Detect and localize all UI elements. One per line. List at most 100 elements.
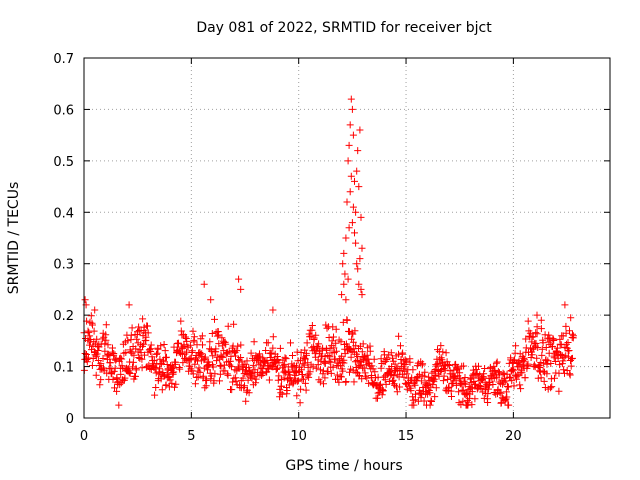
plot-frame bbox=[83, 57, 611, 419]
data-point bbox=[353, 357, 361, 364]
data-point bbox=[345, 224, 353, 232]
data-point bbox=[461, 380, 469, 388]
data-point bbox=[279, 362, 287, 370]
data-point bbox=[560, 366, 568, 374]
y-tick-label: 0.1 bbox=[53, 361, 74, 376]
data-point bbox=[561, 301, 569, 309]
data-point bbox=[533, 323, 541, 331]
chart-title: Day 081 of 2022, SRMTID for receiver bjc… bbox=[196, 20, 492, 36]
data-point bbox=[199, 341, 206, 349]
data-point bbox=[454, 365, 462, 373]
data-point bbox=[243, 357, 251, 365]
data-point bbox=[161, 347, 169, 355]
data-point bbox=[497, 389, 505, 397]
data-point bbox=[226, 361, 234, 369]
data-point bbox=[543, 370, 551, 378]
data-point bbox=[232, 377, 240, 385]
data-point bbox=[183, 337, 191, 345]
data-point bbox=[110, 350, 118, 357]
data-point bbox=[81, 296, 89, 304]
data-point bbox=[351, 229, 358, 237]
data-point bbox=[389, 354, 396, 362]
data-point bbox=[170, 343, 178, 351]
data-point bbox=[517, 385, 525, 393]
data-point bbox=[437, 342, 445, 350]
data-point bbox=[252, 379, 260, 387]
data-point bbox=[543, 360, 551, 368]
data-point bbox=[117, 370, 125, 378]
data-point bbox=[186, 341, 194, 349]
data-point bbox=[567, 362, 575, 370]
data-point bbox=[518, 369, 526, 377]
data-point bbox=[347, 95, 355, 103]
data-point bbox=[456, 369, 464, 377]
data-point bbox=[377, 355, 385, 363]
data-point bbox=[338, 373, 345, 381]
data-point bbox=[203, 376, 211, 384]
data-point bbox=[534, 344, 542, 351]
data-point bbox=[426, 401, 434, 409]
data-point bbox=[528, 351, 536, 359]
data-point bbox=[345, 141, 353, 149]
data-point bbox=[230, 320, 238, 328]
data-point bbox=[567, 314, 575, 322]
data-point bbox=[396, 383, 404, 391]
data-point bbox=[218, 334, 226, 342]
data-point bbox=[121, 374, 129, 382]
data-point bbox=[472, 380, 479, 388]
data-point bbox=[403, 370, 411, 378]
data-point bbox=[445, 383, 453, 391]
y-axis-label: SRMTID / TECUs bbox=[6, 182, 22, 295]
data-point bbox=[389, 376, 397, 384]
data-point bbox=[188, 347, 196, 355]
data-point bbox=[218, 342, 226, 350]
data-point bbox=[127, 348, 135, 356]
data-point bbox=[510, 366, 518, 374]
data-point bbox=[347, 172, 355, 180]
data-point bbox=[445, 362, 453, 369]
data-point bbox=[357, 285, 365, 293]
data-point bbox=[97, 376, 105, 384]
data-point bbox=[216, 377, 223, 385]
data-point bbox=[252, 375, 260, 383]
data-point bbox=[419, 360, 427, 368]
data-point bbox=[569, 330, 576, 338]
data-point bbox=[301, 379, 309, 387]
data-point bbox=[247, 349, 255, 357]
data-points bbox=[80, 95, 577, 409]
data-point bbox=[378, 385, 386, 393]
data-point bbox=[551, 374, 558, 382]
data-point bbox=[125, 369, 133, 377]
data-point bbox=[294, 377, 302, 385]
data-point bbox=[283, 387, 291, 394]
data-point bbox=[84, 327, 92, 335]
data-point bbox=[156, 365, 163, 373]
data-point bbox=[249, 361, 257, 369]
data-point bbox=[316, 378, 324, 386]
data-point bbox=[89, 321, 96, 329]
data-point bbox=[147, 341, 155, 349]
data-point bbox=[566, 327, 573, 335]
x-tick-label: 10 bbox=[290, 429, 307, 444]
data-point bbox=[336, 372, 344, 380]
data-point bbox=[181, 333, 189, 341]
data-point bbox=[116, 381, 124, 389]
data-point bbox=[550, 337, 558, 344]
data-point bbox=[144, 322, 151, 330]
data-point bbox=[496, 388, 504, 396]
data-point bbox=[126, 370, 134, 377]
data-point bbox=[569, 332, 577, 340]
data-point bbox=[219, 353, 227, 361]
data-point bbox=[297, 349, 305, 356]
data-point bbox=[237, 341, 245, 349]
data-point bbox=[87, 312, 95, 320]
data-point bbox=[354, 353, 362, 360]
data-point bbox=[390, 372, 398, 380]
data-point bbox=[239, 374, 247, 382]
data-point bbox=[193, 374, 201, 381]
data-point bbox=[275, 372, 283, 380]
data-point bbox=[217, 362, 225, 370]
data-point bbox=[235, 275, 243, 283]
data-point bbox=[411, 381, 419, 389]
data-point bbox=[431, 393, 439, 401]
